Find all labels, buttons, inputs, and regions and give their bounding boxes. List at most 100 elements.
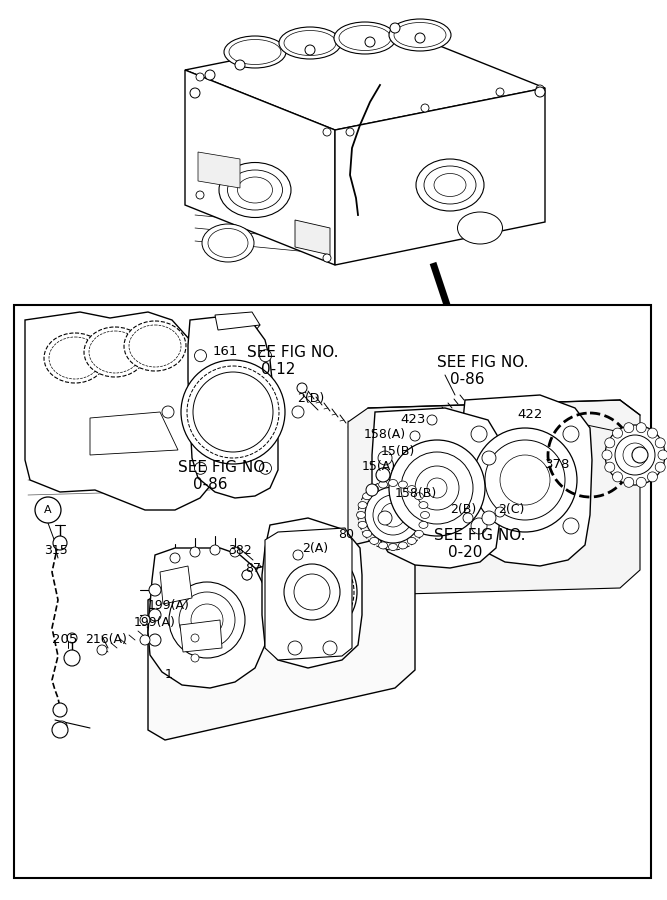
- Circle shape: [615, 435, 655, 475]
- Polygon shape: [348, 400, 640, 595]
- Ellipse shape: [408, 537, 416, 544]
- Circle shape: [485, 440, 565, 520]
- Ellipse shape: [229, 40, 281, 65]
- Circle shape: [277, 557, 347, 627]
- Ellipse shape: [227, 170, 283, 210]
- Circle shape: [421, 104, 429, 112]
- Ellipse shape: [414, 492, 424, 500]
- Text: 0-86: 0-86: [193, 477, 227, 492]
- Circle shape: [210, 545, 220, 555]
- Circle shape: [605, 438, 615, 448]
- Circle shape: [624, 477, 634, 487]
- Text: SEE FIG NO.: SEE FIG NO.: [437, 355, 528, 370]
- Text: 2(C): 2(C): [498, 503, 524, 516]
- Polygon shape: [215, 312, 260, 330]
- Circle shape: [35, 497, 61, 523]
- Circle shape: [376, 468, 390, 482]
- Circle shape: [57, 721, 67, 731]
- Text: SEE FIG NO.: SEE FIG NO.: [247, 345, 338, 360]
- Ellipse shape: [370, 486, 379, 492]
- Text: 422: 422: [517, 408, 542, 421]
- Text: SEE FIG NO.: SEE FIG NO.: [178, 460, 269, 475]
- Circle shape: [410, 431, 420, 441]
- Polygon shape: [295, 220, 330, 255]
- Circle shape: [162, 406, 174, 418]
- Circle shape: [500, 455, 550, 505]
- Circle shape: [323, 254, 331, 262]
- Ellipse shape: [237, 177, 273, 203]
- Ellipse shape: [434, 174, 466, 196]
- Ellipse shape: [356, 511, 366, 518]
- Ellipse shape: [358, 501, 367, 508]
- Ellipse shape: [89, 331, 141, 373]
- Ellipse shape: [208, 229, 248, 257]
- Circle shape: [624, 423, 634, 433]
- Circle shape: [193, 372, 273, 452]
- Ellipse shape: [416, 159, 484, 211]
- Ellipse shape: [219, 163, 291, 218]
- Circle shape: [190, 88, 200, 98]
- Text: 15(A): 15(A): [362, 460, 396, 473]
- Text: 0-86: 0-86: [450, 372, 484, 387]
- Circle shape: [235, 60, 245, 70]
- Circle shape: [390, 23, 400, 33]
- Circle shape: [346, 128, 354, 136]
- Ellipse shape: [408, 486, 416, 492]
- Ellipse shape: [388, 544, 398, 551]
- Circle shape: [259, 350, 271, 362]
- Circle shape: [401, 452, 473, 524]
- Circle shape: [149, 584, 161, 596]
- Circle shape: [389, 440, 485, 536]
- Ellipse shape: [284, 31, 336, 56]
- Ellipse shape: [279, 27, 341, 59]
- Ellipse shape: [398, 482, 408, 488]
- Circle shape: [378, 451, 392, 465]
- Circle shape: [170, 553, 180, 563]
- Circle shape: [293, 550, 303, 560]
- Circle shape: [495, 507, 505, 517]
- Text: 378: 378: [545, 458, 570, 471]
- Polygon shape: [90, 412, 178, 455]
- Circle shape: [655, 438, 665, 448]
- Circle shape: [366, 484, 378, 496]
- Circle shape: [53, 536, 67, 550]
- Circle shape: [195, 350, 207, 362]
- Circle shape: [267, 547, 357, 637]
- Circle shape: [471, 426, 487, 442]
- Ellipse shape: [389, 19, 451, 51]
- Circle shape: [97, 645, 107, 655]
- Polygon shape: [462, 395, 592, 566]
- Ellipse shape: [224, 36, 286, 68]
- Text: 1: 1: [165, 668, 173, 681]
- Ellipse shape: [49, 337, 101, 379]
- Text: 2(B): 2(B): [450, 503, 476, 516]
- Circle shape: [482, 451, 496, 465]
- Ellipse shape: [419, 501, 428, 508]
- Ellipse shape: [84, 327, 146, 377]
- Circle shape: [196, 73, 204, 81]
- Polygon shape: [188, 315, 278, 498]
- Text: 0-12: 0-12: [261, 362, 295, 377]
- Circle shape: [365, 37, 375, 47]
- Ellipse shape: [124, 321, 186, 371]
- Ellipse shape: [363, 530, 372, 537]
- Circle shape: [292, 406, 304, 418]
- Circle shape: [297, 383, 307, 393]
- Ellipse shape: [370, 537, 379, 544]
- Circle shape: [602, 450, 612, 460]
- Circle shape: [496, 88, 504, 96]
- Text: 2(A): 2(A): [302, 542, 328, 555]
- Circle shape: [288, 641, 302, 655]
- Circle shape: [196, 191, 204, 199]
- Circle shape: [605, 425, 665, 485]
- Text: 2(D): 2(D): [297, 392, 324, 405]
- Text: 80: 80: [338, 528, 354, 541]
- Circle shape: [605, 462, 615, 472]
- Ellipse shape: [388, 480, 398, 487]
- Circle shape: [427, 478, 447, 498]
- Ellipse shape: [379, 542, 388, 549]
- Circle shape: [190, 547, 200, 557]
- Circle shape: [323, 641, 337, 655]
- Text: 315: 315: [44, 544, 68, 557]
- Polygon shape: [372, 408, 502, 568]
